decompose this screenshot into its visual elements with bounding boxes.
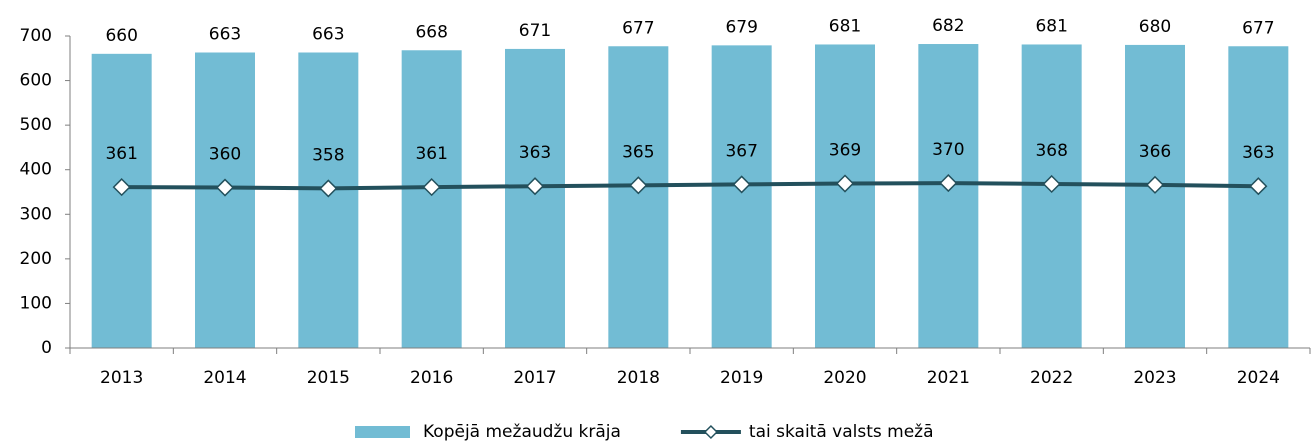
bar (505, 48, 565, 348)
line (121, 181, 1259, 191)
bar (401, 50, 462, 349)
bar (1228, 46, 1289, 348)
y-tick-label: 500 (20, 115, 52, 135)
x-tick-label: 2014 (203, 368, 246, 388)
marker (1249, 177, 1268, 196)
x-tick-label: 2020 (823, 368, 866, 388)
x-tick-label: 2022 (1030, 368, 1073, 388)
data-label: 677 (1242, 18, 1274, 38)
marker (732, 175, 751, 194)
marker (112, 178, 131, 197)
data-label: 368 (1035, 141, 1067, 161)
data-label: 682 (932, 16, 964, 36)
marker (939, 174, 958, 193)
x-tick-label: 2018 (617, 368, 660, 388)
y-tick-label: 600 (20, 71, 52, 91)
legend-label: tai skaitā valsts mežā (749, 422, 934, 442)
data-label: 660 (105, 26, 137, 46)
bar (1021, 44, 1082, 349)
marker (215, 178, 235, 197)
bar (298, 52, 359, 349)
data-label: 671 (519, 21, 551, 41)
data-label: 680 (1139, 17, 1171, 37)
data-label: 370 (932, 140, 964, 160)
data-label: 369 (829, 141, 861, 161)
data-label: 366 (1139, 142, 1171, 162)
x-tick-label: 2015 (307, 368, 350, 388)
marker (1145, 175, 1165, 194)
data-label: 663 (312, 24, 344, 44)
legend: Kopējā mežaudžu krāja tai skaitā valsts m… (355, 422, 934, 442)
bar (608, 46, 669, 348)
y-tick-label: 0 (41, 338, 52, 358)
y-tick-label: 200 (20, 249, 52, 269)
x-tick-label: 2016 (410, 368, 453, 388)
data-label: 365 (622, 142, 654, 162)
x-tick-label: 2017 (513, 368, 556, 388)
data-label: 363 (519, 143, 551, 163)
bar (918, 44, 979, 348)
data-label: 677 (622, 18, 654, 38)
x-tick-label: 2024 (1237, 368, 1280, 388)
data-label: 668 (415, 22, 447, 42)
bar (1125, 44, 1185, 349)
marker (525, 177, 545, 196)
data-label: 358 (312, 145, 344, 165)
y-tick-label: 400 (20, 160, 52, 180)
y-tick-label: 700 (20, 26, 52, 46)
legend-marker (703, 424, 718, 440)
y-tick-label: 300 (20, 204, 52, 224)
bar (815, 44, 875, 349)
x-tick-label: 2021 (927, 368, 970, 388)
bar (195, 52, 255, 349)
x-tick-label: 2023 (1133, 368, 1176, 388)
data-label: 361 (415, 144, 447, 164)
legend-swatch (355, 426, 410, 438)
x-tick-label: 2013 (100, 368, 143, 388)
data-label: 363 (1242, 143, 1274, 163)
bar (91, 53, 152, 348)
marker (835, 174, 855, 193)
x-tick-label: 2019 (720, 368, 763, 388)
data-label: 361 (105, 144, 137, 164)
bar (711, 45, 772, 349)
marker (1042, 174, 1061, 194)
data-label: 679 (725, 17, 757, 37)
y-tick-label: 100 (20, 293, 52, 313)
legend-label: Kopējā mežaudžu krāja (423, 422, 621, 442)
marker (422, 178, 441, 197)
marker (319, 179, 338, 198)
data-label: 681 (1035, 16, 1067, 36)
data-label: 681 (829, 16, 861, 36)
data-label: 367 (725, 141, 757, 161)
data-label: 663 (209, 24, 241, 44)
data-label: 360 (209, 145, 241, 165)
marker (629, 176, 648, 195)
